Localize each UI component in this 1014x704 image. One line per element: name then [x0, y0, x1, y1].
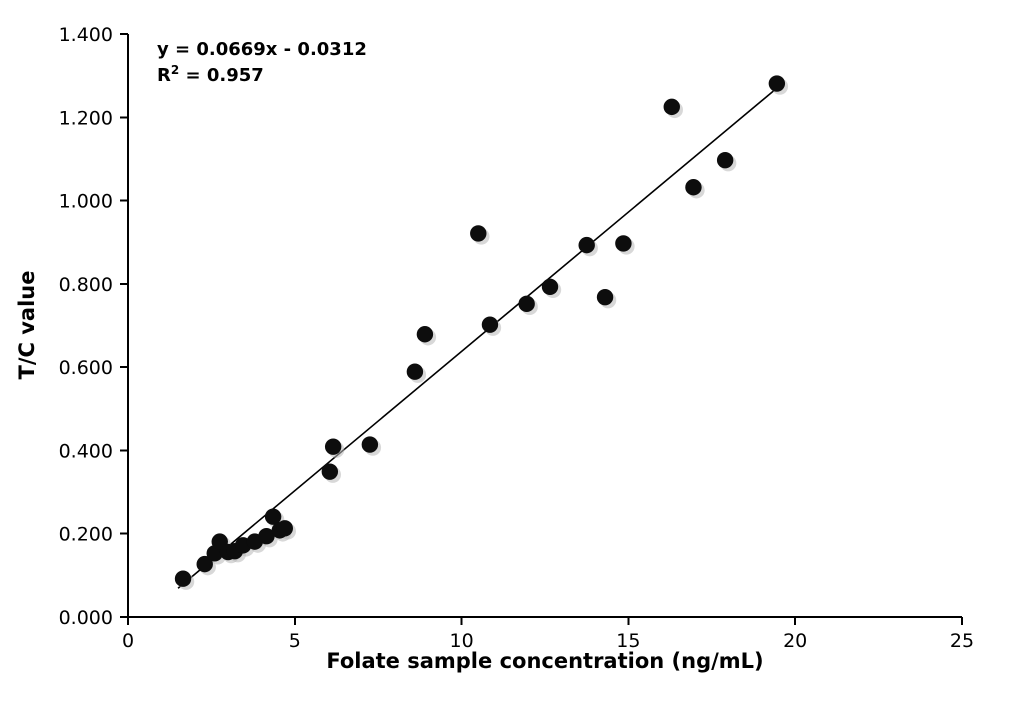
data-point — [578, 236, 595, 254]
x-tick-label: 20 — [783, 630, 807, 652]
data-point — [324, 438, 342, 455]
data-point — [663, 98, 680, 116]
data-point — [174, 570, 192, 587]
data-point — [258, 528, 275, 545]
x-tick-label: 15 — [616, 630, 640, 652]
r-squared-exponent: 2 — [171, 63, 179, 77]
r-squared-label: R2 = 0.957 — [157, 63, 264, 86]
data-point — [596, 288, 614, 306]
data-point — [416, 326, 434, 343]
x-axis-title: Folate sample concentration (ng/mL) — [326, 649, 763, 673]
y-tick-group: 0.000 0.200 0.400 0.600 0.800 1.000 1.200 1.400 — [59, 24, 128, 629]
y-tick-label: 0.200 — [59, 524, 113, 546]
trendline — [177, 86, 780, 589]
y-tick-label: 1.400 — [59, 24, 113, 46]
data-point — [196, 555, 213, 573]
regression-equation: y = 0.0669x - 0.0312 — [157, 39, 367, 60]
data-point — [481, 316, 499, 333]
y-tick-label: 1.200 — [59, 107, 113, 129]
data-point — [264, 508, 282, 525]
x-tick-group: 0 5 10 15 20 25 — [122, 617, 974, 652]
r-squared-prefix: R — [157, 65, 171, 86]
trendline-path — [177, 86, 780, 589]
x-tick-label: 5 — [289, 630, 301, 652]
data-point — [406, 363, 424, 380]
x-tick-label: 10 — [450, 630, 474, 652]
x-axis: 0 5 10 15 20 25 Folate sample concentration (… — [122, 616, 974, 673]
r-squared-value: = 0.957 — [179, 65, 264, 86]
y-tick-label: 1.000 — [59, 191, 113, 213]
y-tick-label: 0.600 — [59, 357, 113, 379]
data-point — [541, 278, 559, 295]
data-point — [361, 436, 379, 453]
data-point — [716, 151, 734, 169]
x-tick-label: 0 — [122, 630, 134, 652]
y-axis-title: T/C value — [15, 271, 39, 380]
data-point — [768, 75, 786, 92]
data-point — [615, 235, 632, 252]
y-tick-label: 0.000 — [59, 607, 113, 629]
data-point — [321, 463, 339, 480]
annotation-block: y = 0.0669x - 0.0312 R2 = 0.957 — [157, 39, 367, 86]
y-axis: 0.000 0.200 0.400 0.600 0.800 1.000 1.200 1.400… — [15, 24, 129, 629]
data-point — [518, 295, 535, 313]
y-tick-label: 0.800 — [59, 274, 113, 296]
data-point — [685, 179, 702, 196]
data-point — [470, 225, 487, 242]
y-tick-label: 0.400 — [59, 440, 113, 462]
data-points-group — [174, 75, 789, 590]
data-point — [276, 520, 293, 537]
x-tick-label: 25 — [950, 630, 974, 652]
